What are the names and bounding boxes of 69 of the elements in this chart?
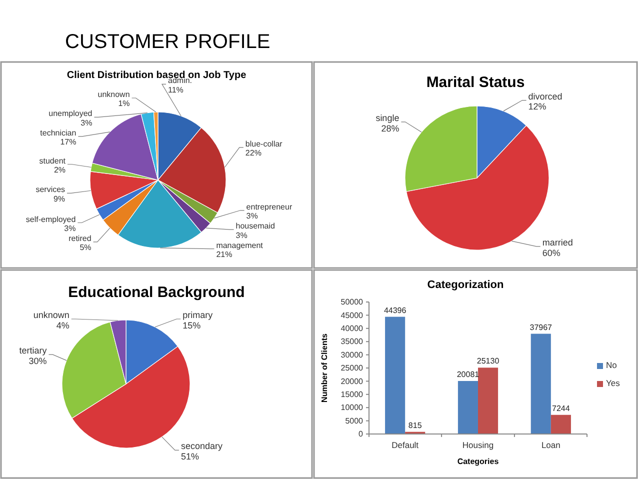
data-label: 2% <box>54 165 66 174</box>
data-label: 28% <box>381 123 400 134</box>
y-tick-label: 35000 <box>340 337 364 346</box>
data-label: 60% <box>542 248 560 258</box>
data-label: 22% <box>245 148 262 158</box>
data-label: 21% <box>216 250 232 259</box>
slice-label: unknown <box>98 90 130 99</box>
slice-label: services <box>36 185 66 194</box>
chart-title: Educational Background <box>68 284 245 301</box>
slice-label: self-employed <box>26 214 76 224</box>
data-label: 51% <box>180 452 199 462</box>
slice-label: entrepreneur <box>246 202 292 212</box>
slice-label: divorced <box>528 91 562 102</box>
data-label: 3% <box>80 118 92 128</box>
data-label: 15% <box>182 320 201 330</box>
y-tick-label: 30000 <box>340 350 364 360</box>
legend-label: Yes <box>606 378 620 388</box>
y-tick-label: 45000 <box>340 310 364 320</box>
data-label: 37967 <box>530 322 553 332</box>
data-label: 44396 <box>384 306 407 315</box>
x-tick-label: Default <box>392 440 420 450</box>
bar <box>385 316 406 434</box>
x-tick-label: Housing <box>462 440 494 450</box>
y-tick-label: 25000 <box>340 364 364 373</box>
x-tick-label: Loan <box>541 440 561 450</box>
y-tick-label: 0 <box>358 430 364 439</box>
bar <box>458 380 478 434</box>
slice-label: married <box>542 237 573 248</box>
y-tick-label: 20000 <box>340 376 364 386</box>
bar <box>478 368 498 434</box>
slice-label: blue-collar <box>245 139 283 148</box>
x-axis-title: Categories <box>457 457 500 466</box>
data-label: 3% <box>236 230 248 240</box>
y-tick-label: 50000 <box>340 298 364 307</box>
chart-title: Marital Status <box>426 74 525 91</box>
y-axis-title: Number of Clients <box>320 333 329 402</box>
data-label: 17% <box>60 138 76 147</box>
text: CUSTOMER PROFILE <box>65 31 270 53</box>
slice-label: housemaid <box>236 222 275 231</box>
y-tick-label: 15000 <box>340 390 364 399</box>
slice-label: retired <box>68 234 92 243</box>
slice-label: management <box>216 240 264 250</box>
data-label: 3% <box>246 212 258 221</box>
slice-label: technician <box>40 128 76 138</box>
slice-label: secondary <box>180 441 223 452</box>
y-tick-label: 10000 <box>340 403 364 412</box>
data-label: 7244 <box>552 404 570 413</box>
data-label: 1% <box>118 99 130 108</box>
slice-label: primary <box>182 310 214 320</box>
bar <box>530 334 551 434</box>
data-label: 815 <box>408 420 422 430</box>
data-label: 5% <box>80 243 92 252</box>
data-label: 30% <box>28 356 47 366</box>
y-tick-label: 40000 <box>340 324 364 333</box>
bar <box>550 414 571 434</box>
data-label: 9% <box>53 194 66 204</box>
slice-label: unemployed <box>48 109 92 118</box>
data-label: 3% <box>64 224 76 233</box>
data-label: 12% <box>528 102 546 112</box>
legend-label: No <box>606 360 618 370</box>
slice-label: student <box>39 156 66 166</box>
slice-label: unknown <box>33 310 70 320</box>
slice-label: single <box>376 112 400 123</box>
slice-label: tertiary <box>19 346 48 356</box>
data-label: 4% <box>56 320 70 330</box>
data-label: 11% <box>168 85 184 94</box>
data-label: 25130 <box>476 356 500 366</box>
y-tick-label: 5000 <box>345 416 364 426</box>
chart-title: Categorization <box>427 279 504 291</box>
